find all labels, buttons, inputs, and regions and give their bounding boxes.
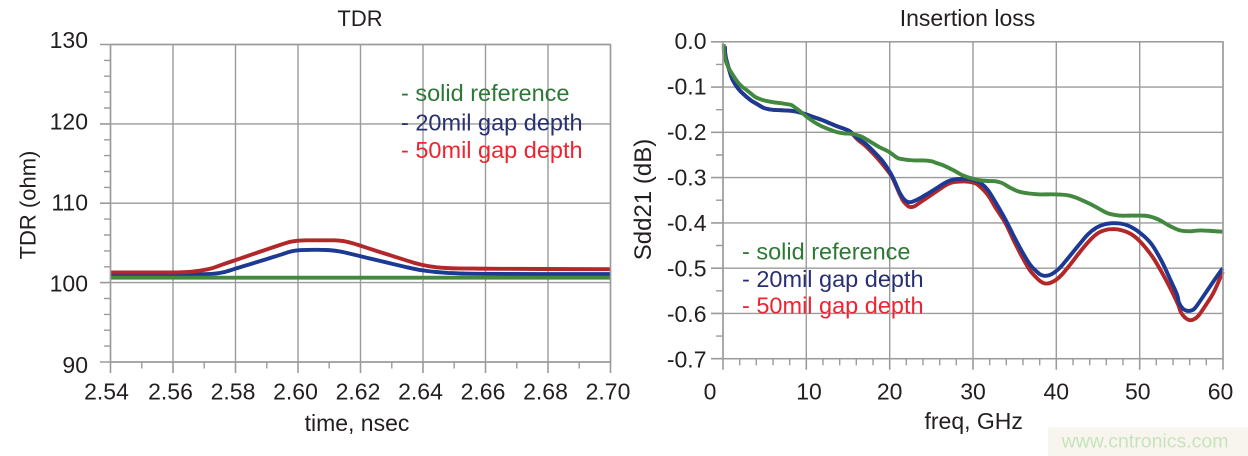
svg-text:www.cntronics.com: www.cntronics.com [1061,431,1229,453]
svg-text:-0.6: -0.6 [667,301,707,327]
svg-text:60: 60 [1208,379,1234,405]
svg-text:2.70: 2.70 [586,379,631,405]
svg-text:0: 0 [704,379,717,405]
svg-text:2.62: 2.62 [336,379,381,405]
svg-text:-0.7: -0.7 [667,347,707,373]
svg-text:2.58: 2.58 [211,379,256,405]
svg-text:2.68: 2.68 [523,379,568,405]
svg-text:110: 110 [51,190,88,216]
svg-text:- 50mil gap depth: - 50mil gap depth [742,293,924,319]
svg-text:-0.1: -0.1 [667,74,707,100]
svg-text:2.64: 2.64 [398,379,443,405]
svg-text:time, nsec: time, nsec [305,410,410,436]
svg-text:100: 100 [50,271,88,297]
svg-text:2.60: 2.60 [273,379,318,405]
svg-text:-0.4: -0.4 [667,210,707,236]
svg-text:120: 120 [50,108,88,134]
svg-text:2.54: 2.54 [84,379,129,405]
svg-text:- 20mil gap depth: - 20mil gap depth [742,266,924,292]
svg-text:-0.5: -0.5 [667,256,707,282]
svg-text:TDR: TDR [337,6,382,31]
svg-text:0.0: 0.0 [675,28,707,54]
svg-text:-0.2: -0.2 [667,119,707,145]
svg-text:2.56: 2.56 [148,379,193,405]
svg-text:40: 40 [1044,379,1070,405]
svg-text:50: 50 [1125,379,1151,405]
svg-text:Insertion loss: Insertion loss [900,5,1036,31]
svg-text:Sdd21 (dB): Sdd21 (dB) [630,139,657,260]
svg-text:freq, GHz: freq, GHz [924,408,1022,434]
svg-text:30: 30 [960,379,986,405]
svg-text:20: 20 [877,379,903,405]
svg-text:2.66: 2.66 [461,379,506,405]
svg-text:90: 90 [62,352,88,378]
svg-text:TDR (ohm): TDR (ohm) [16,151,41,260]
svg-text:- solid reference: - solid reference [401,80,570,106]
svg-text:10: 10 [796,379,822,405]
svg-text:- 20mil gap depth: - 20mil gap depth [401,110,583,136]
svg-text:- 50mil gap depth: - 50mil gap depth [401,137,583,163]
svg-text:130: 130 [50,27,88,53]
svg-text:- solid reference: - solid reference [742,238,911,264]
svg-text:-0.3: -0.3 [667,165,707,191]
